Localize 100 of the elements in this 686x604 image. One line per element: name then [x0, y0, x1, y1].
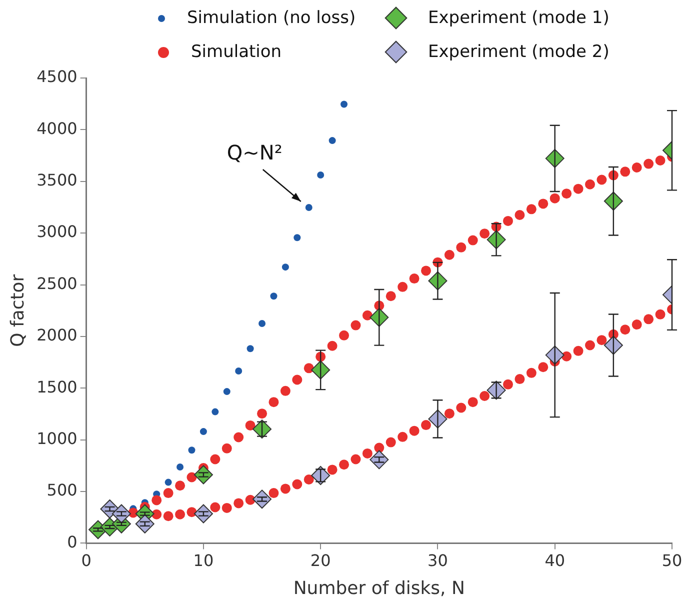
- point: [421, 266, 432, 276]
- point: [294, 234, 301, 242]
- point: [188, 446, 196, 454]
- point: [304, 474, 314, 485]
- point: [339, 460, 350, 470]
- point: [655, 309, 666, 320]
- y-tick-label: 500: [46, 480, 78, 500]
- legend-label: Simulation (no loss): [187, 8, 356, 28]
- y-axis-title: Q factor: [7, 274, 28, 347]
- point: [222, 443, 232, 454]
- point: [644, 314, 654, 324]
- x-tick-label: 30: [428, 550, 448, 570]
- point: [362, 448, 372, 458]
- point: [210, 454, 220, 464]
- point: [235, 367, 242, 374]
- point: [526, 368, 536, 378]
- point: [632, 320, 642, 330]
- point: [210, 502, 220, 512]
- annotation: Q~N²: [226, 140, 282, 165]
- point: [550, 193, 560, 204]
- point: [252, 420, 272, 439]
- point: [620, 166, 630, 177]
- x-tick-label: 50: [662, 550, 682, 570]
- point: [176, 464, 184, 471]
- point: [644, 158, 654, 169]
- y-tick-label: 2000: [36, 326, 78, 345]
- point: [421, 420, 432, 430]
- point: [655, 155, 666, 166]
- point: [268, 397, 279, 408]
- point: [305, 204, 312, 212]
- point: [562, 188, 572, 199]
- point: [398, 282, 408, 292]
- point: [175, 509, 186, 520]
- point: [234, 498, 244, 508]
- point: [585, 179, 596, 190]
- point: [186, 472, 197, 482]
- x-tick-label: 10: [193, 550, 214, 570]
- point: [292, 479, 302, 490]
- point: [585, 340, 596, 350]
- y-tick-label: 3500: [36, 170, 78, 190]
- x-tick-label: 20: [310, 550, 331, 570]
- point: [258, 320, 266, 328]
- point: [175, 480, 186, 491]
- point: [311, 466, 330, 485]
- point: [444, 250, 454, 260]
- point: [245, 420, 256, 430]
- point: [596, 174, 607, 185]
- point: [456, 402, 466, 413]
- point: [340, 100, 348, 108]
- point: [246, 345, 254, 352]
- point: [573, 346, 584, 356]
- y-tick-label: 4000: [36, 118, 78, 138]
- point: [444, 408, 454, 419]
- x-axis-title: Number of disks, N: [293, 578, 465, 599]
- point: [327, 340, 338, 351]
- point: [212, 408, 219, 416]
- point: [222, 502, 232, 513]
- point: [503, 379, 514, 390]
- y-tick-label: 0: [67, 532, 78, 552]
- point: [514, 210, 525, 220]
- point: [339, 330, 350, 340]
- point: [163, 488, 174, 498]
- point: [200, 428, 207, 436]
- point: [398, 432, 408, 442]
- legend-label: Experiment (mode 1): [428, 8, 610, 28]
- point: [270, 292, 278, 300]
- point: [234, 432, 244, 442]
- point: [280, 386, 290, 396]
- point: [350, 320, 361, 330]
- point: [223, 388, 230, 396]
- legend-label: Experiment (mode 2): [428, 42, 610, 62]
- y-tick-label: 1000: [36, 428, 78, 448]
- point: [257, 408, 268, 419]
- y-tick-label: 3000: [36, 222, 78, 242]
- point: [632, 162, 642, 173]
- point: [409, 274, 420, 284]
- point: [526, 204, 536, 214]
- point: [282, 264, 289, 271]
- x-tick-label: 40: [544, 550, 566, 570]
- x-tick-label: 0: [81, 550, 92, 570]
- point: [328, 137, 336, 144]
- point: [280, 484, 290, 494]
- point: [538, 198, 548, 209]
- point: [317, 171, 324, 178]
- point: [596, 335, 607, 346]
- y-tick-label: 4500: [36, 67, 78, 86]
- point: [152, 495, 162, 506]
- point: [350, 454, 361, 464]
- point: [468, 397, 478, 408]
- point: [538, 362, 548, 372]
- legend-label: Simulation: [191, 42, 282, 62]
- point: [164, 478, 172, 486]
- point: [480, 390, 490, 401]
- point: [362, 310, 372, 320]
- point: [514, 374, 525, 384]
- point: [503, 216, 514, 226]
- point: [386, 291, 396, 302]
- point: [573, 184, 584, 194]
- point: [480, 228, 490, 239]
- point: [456, 242, 466, 252]
